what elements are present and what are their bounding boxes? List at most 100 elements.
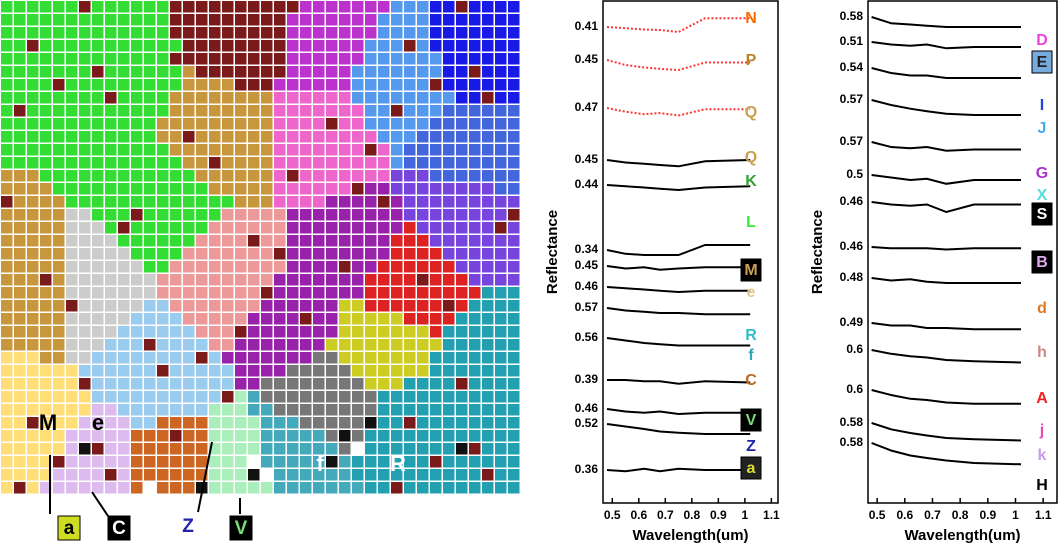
- pointer-label: C: [112, 518, 126, 539]
- map-cell: [404, 287, 416, 299]
- map-cell: [144, 1, 156, 13]
- map-cell: [79, 131, 91, 143]
- map-cell: [482, 14, 494, 26]
- spectrum-line: [607, 266, 750, 270]
- map-cell: [482, 157, 494, 169]
- map-cell: [313, 14, 325, 26]
- map-cell: [79, 209, 91, 221]
- map-cell: [105, 261, 117, 273]
- map-cell: [27, 365, 39, 377]
- map-cell: [391, 339, 403, 351]
- map-cell: [66, 27, 78, 39]
- map-cell: [326, 79, 338, 91]
- spectrum-line: [872, 278, 1021, 283]
- x-tick-label: 0.9: [979, 508, 996, 522]
- map-cell: [66, 378, 78, 390]
- map-cell: [482, 235, 494, 247]
- map-cell: [222, 456, 234, 468]
- map-cell: [417, 313, 429, 325]
- map-cell: [508, 365, 520, 377]
- map-cell: [417, 118, 429, 130]
- map-cell: [14, 287, 26, 299]
- map-cell: [339, 430, 351, 442]
- map-cell: [443, 170, 455, 182]
- map-cell: [339, 196, 351, 208]
- map-cell: [235, 482, 247, 494]
- map-cell: [92, 300, 104, 312]
- map-cell: [14, 456, 26, 468]
- map-cell: [391, 300, 403, 312]
- map-cell: [339, 92, 351, 104]
- map-cell: [443, 53, 455, 65]
- map-cell: [508, 183, 520, 195]
- map-label: M: [39, 410, 57, 435]
- map-cell: [157, 248, 169, 260]
- start-value-label: 0.45: [575, 258, 599, 272]
- map-cell: [105, 196, 117, 208]
- map-cell: [144, 157, 156, 169]
- map-cell: [170, 261, 182, 273]
- map-cell: [157, 469, 169, 481]
- map-cell: [261, 391, 273, 403]
- legend-label: E: [1037, 54, 1048, 71]
- pointer-label: V: [235, 518, 248, 539]
- map-cell: [313, 274, 325, 286]
- map-cell: [391, 261, 403, 273]
- map-cell: [352, 235, 364, 247]
- map-cell: [118, 404, 130, 416]
- map-cell: [326, 183, 338, 195]
- map-cell: [27, 235, 39, 247]
- map-cell: [378, 235, 390, 247]
- map-cell: [287, 287, 299, 299]
- map-cell: [79, 105, 91, 117]
- map-cell: [352, 404, 364, 416]
- map-cell: [469, 261, 481, 273]
- map-cell: [79, 391, 91, 403]
- map-cell: [443, 209, 455, 221]
- spectrum-line: [872, 247, 1021, 250]
- map-cell: [391, 66, 403, 78]
- map-cell: [209, 118, 221, 130]
- map-cell: [300, 235, 312, 247]
- map-cell: [170, 469, 182, 481]
- map-cell: [144, 170, 156, 182]
- map-cell: [365, 79, 377, 91]
- map-cell: [92, 1, 104, 13]
- map-cell: [391, 27, 403, 39]
- map-cell: [144, 417, 156, 429]
- x-tick-label: 0.7: [924, 508, 941, 522]
- map-cell: [196, 118, 208, 130]
- map-cell: [79, 248, 91, 260]
- map-cell: [482, 40, 494, 52]
- map-cell: [248, 157, 260, 169]
- map-cell: [66, 79, 78, 91]
- map-cell: [469, 287, 481, 299]
- map-cell: [157, 300, 169, 312]
- map-cell: [157, 27, 169, 39]
- map-cell: [144, 482, 156, 494]
- map-cell: [248, 92, 260, 104]
- map-cell: [469, 482, 481, 494]
- start-value-label: 0.36: [575, 462, 599, 476]
- map-cell: [53, 183, 65, 195]
- map-cell: [430, 456, 442, 468]
- map-cell: [1, 378, 13, 390]
- map-cell: [326, 157, 338, 169]
- map-cell: [313, 365, 325, 377]
- map-cell: [352, 391, 364, 403]
- legend-label: Z: [746, 438, 756, 455]
- map-cell: [495, 170, 507, 182]
- map-cell: [222, 157, 234, 169]
- map-cell: [79, 430, 91, 442]
- map-cell: [482, 261, 494, 273]
- map-cell: [482, 27, 494, 39]
- legend-label: Q: [745, 149, 757, 166]
- legend-label: G: [1036, 165, 1048, 182]
- map-cell: [378, 196, 390, 208]
- map-cell: [313, 170, 325, 182]
- map-cell: [1, 365, 13, 377]
- map-cell: [339, 118, 351, 130]
- map-cell: [482, 430, 494, 442]
- map-cell: [417, 443, 429, 455]
- map-cell: [248, 27, 260, 39]
